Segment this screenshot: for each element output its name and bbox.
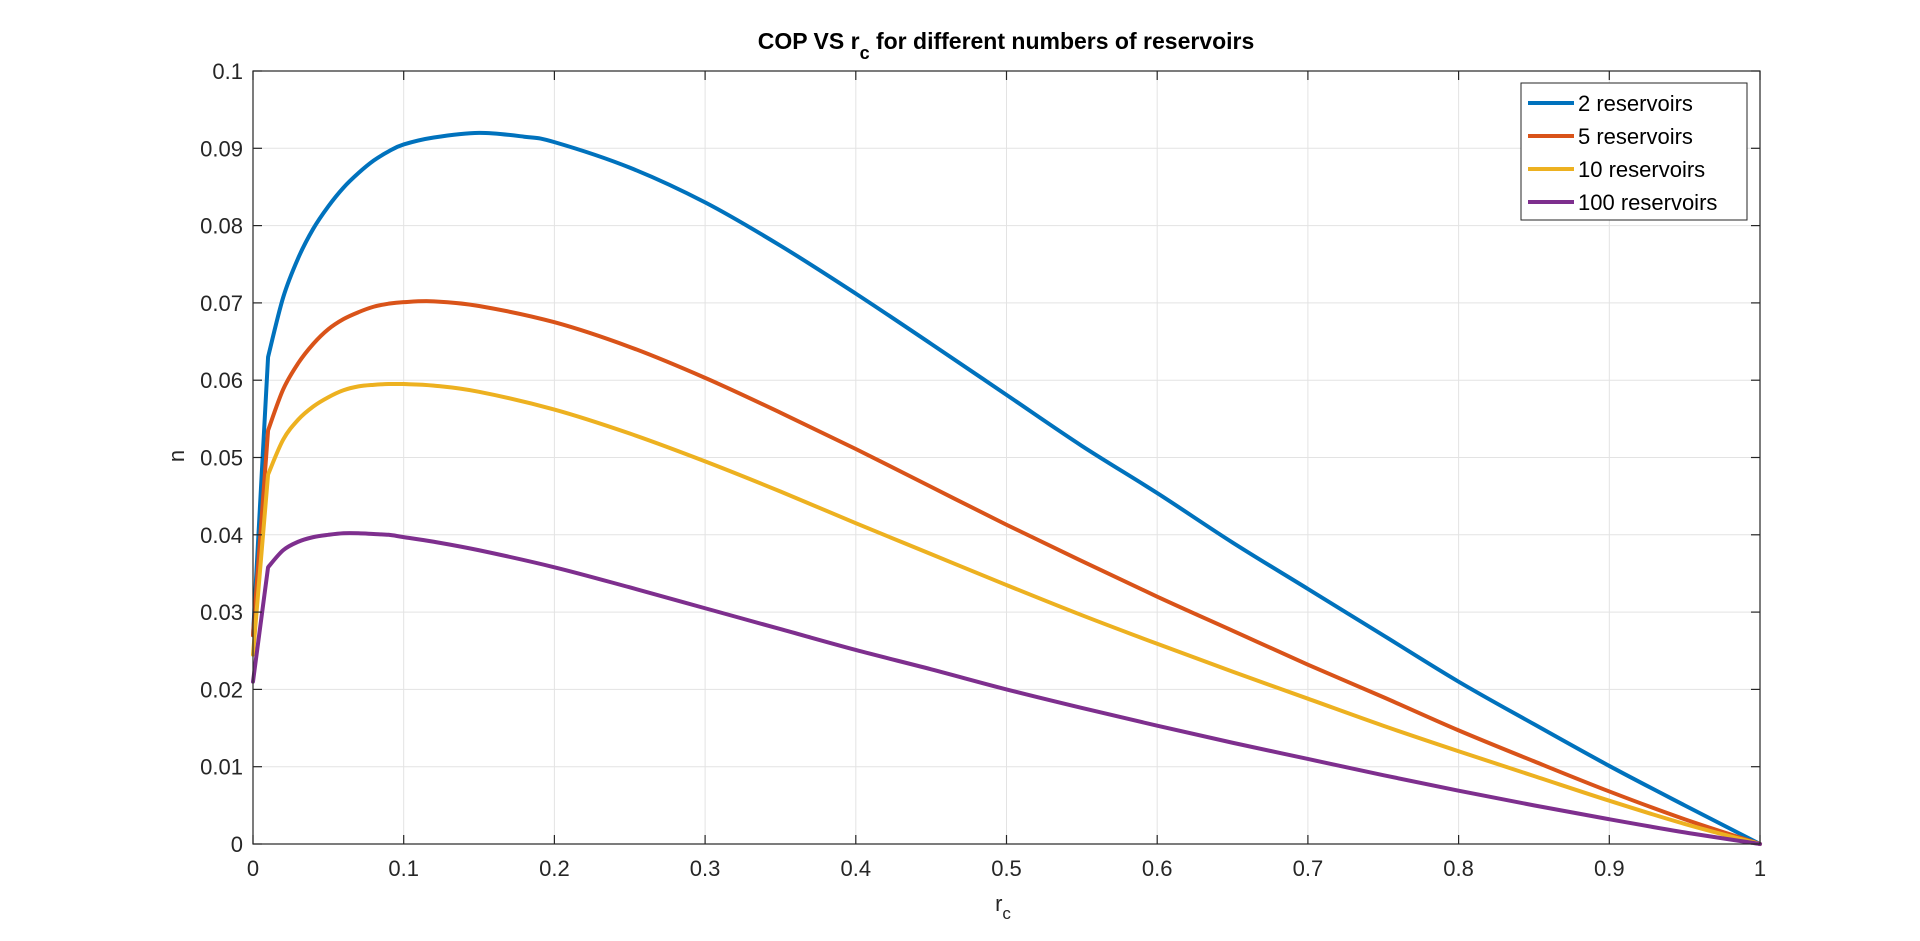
x-tick-label: 0.3 (690, 856, 721, 881)
chart-title-main: COP VS r (758, 28, 860, 54)
y-tick-label: 0 (231, 832, 243, 857)
x-axis-label: rc (995, 891, 1011, 923)
y-tick-label: 0.04 (200, 523, 243, 548)
chart-title-rest: for different numbers of reservoirs (870, 28, 1255, 54)
x-tick-label: 0.6 (1142, 856, 1173, 881)
legend: 2 reservoirs 5 reservoirs 10 reservoirs 100… (1520, 82, 1748, 221)
y-tick-label: 0.05 (200, 446, 243, 471)
x-tick-label: 0.7 (1293, 856, 1324, 881)
y-tick-label: 0.07 (200, 291, 243, 316)
x-tick-label: 0 (247, 856, 259, 881)
y-tick-label: 0.01 (200, 755, 243, 780)
series-line-2 (251, 299, 1762, 846)
x-axis-label-main: r (995, 891, 1002, 916)
series-line-1 (251, 130, 1762, 846)
y-tick-label: 0.02 (200, 677, 243, 702)
x-tick-label: 0.5 (991, 856, 1022, 881)
axis-ticks (252, 70, 1761, 845)
legend-label: 100 reservoirs (1578, 190, 1717, 215)
x-tick-label: 0.8 (1443, 856, 1474, 881)
x-tick-label: 0.2 (539, 856, 570, 881)
series-line-4 (251, 531, 1762, 846)
x-tick-label: 0.1 (388, 856, 419, 881)
y-tick-label: 0.09 (200, 136, 243, 161)
legend-label: 2 reservoirs (1578, 91, 1693, 116)
series-lines (251, 130, 1762, 846)
y-tick-label: 0.1 (212, 59, 243, 84)
legend-label: 10 reservoirs (1578, 157, 1705, 182)
x-tick-label: 0.9 (1594, 856, 1625, 881)
x-axis-label-subscript: c (1002, 904, 1011, 923)
x-tick-label: 0.4 (841, 856, 872, 881)
chart-title: COP VS rc for different numbers of reser… (758, 28, 1255, 63)
legend-entries: 2 reservoirs 5 reservoirs 10 reservoirs 100… (1528, 91, 1717, 215)
series-line-3 (251, 381, 1762, 846)
y-tick-label: 0.06 (200, 368, 243, 393)
legend-box (1520, 82, 1748, 221)
y-axis-label: n (164, 450, 189, 462)
y-tick-label: 0.03 (200, 600, 243, 625)
legend-label: 5 reservoirs (1578, 124, 1693, 149)
x-tick-label: 1 (1754, 856, 1766, 881)
chart-title-subscript: c (860, 43, 870, 63)
y-tick-label: 0.08 (200, 214, 243, 239)
tick-labels: 0 0.1 0.2 0.3 0.4 0.5 0.6 0.7 0.8 0.9 1 0 0.01 0.02 0.… (200, 59, 1766, 881)
